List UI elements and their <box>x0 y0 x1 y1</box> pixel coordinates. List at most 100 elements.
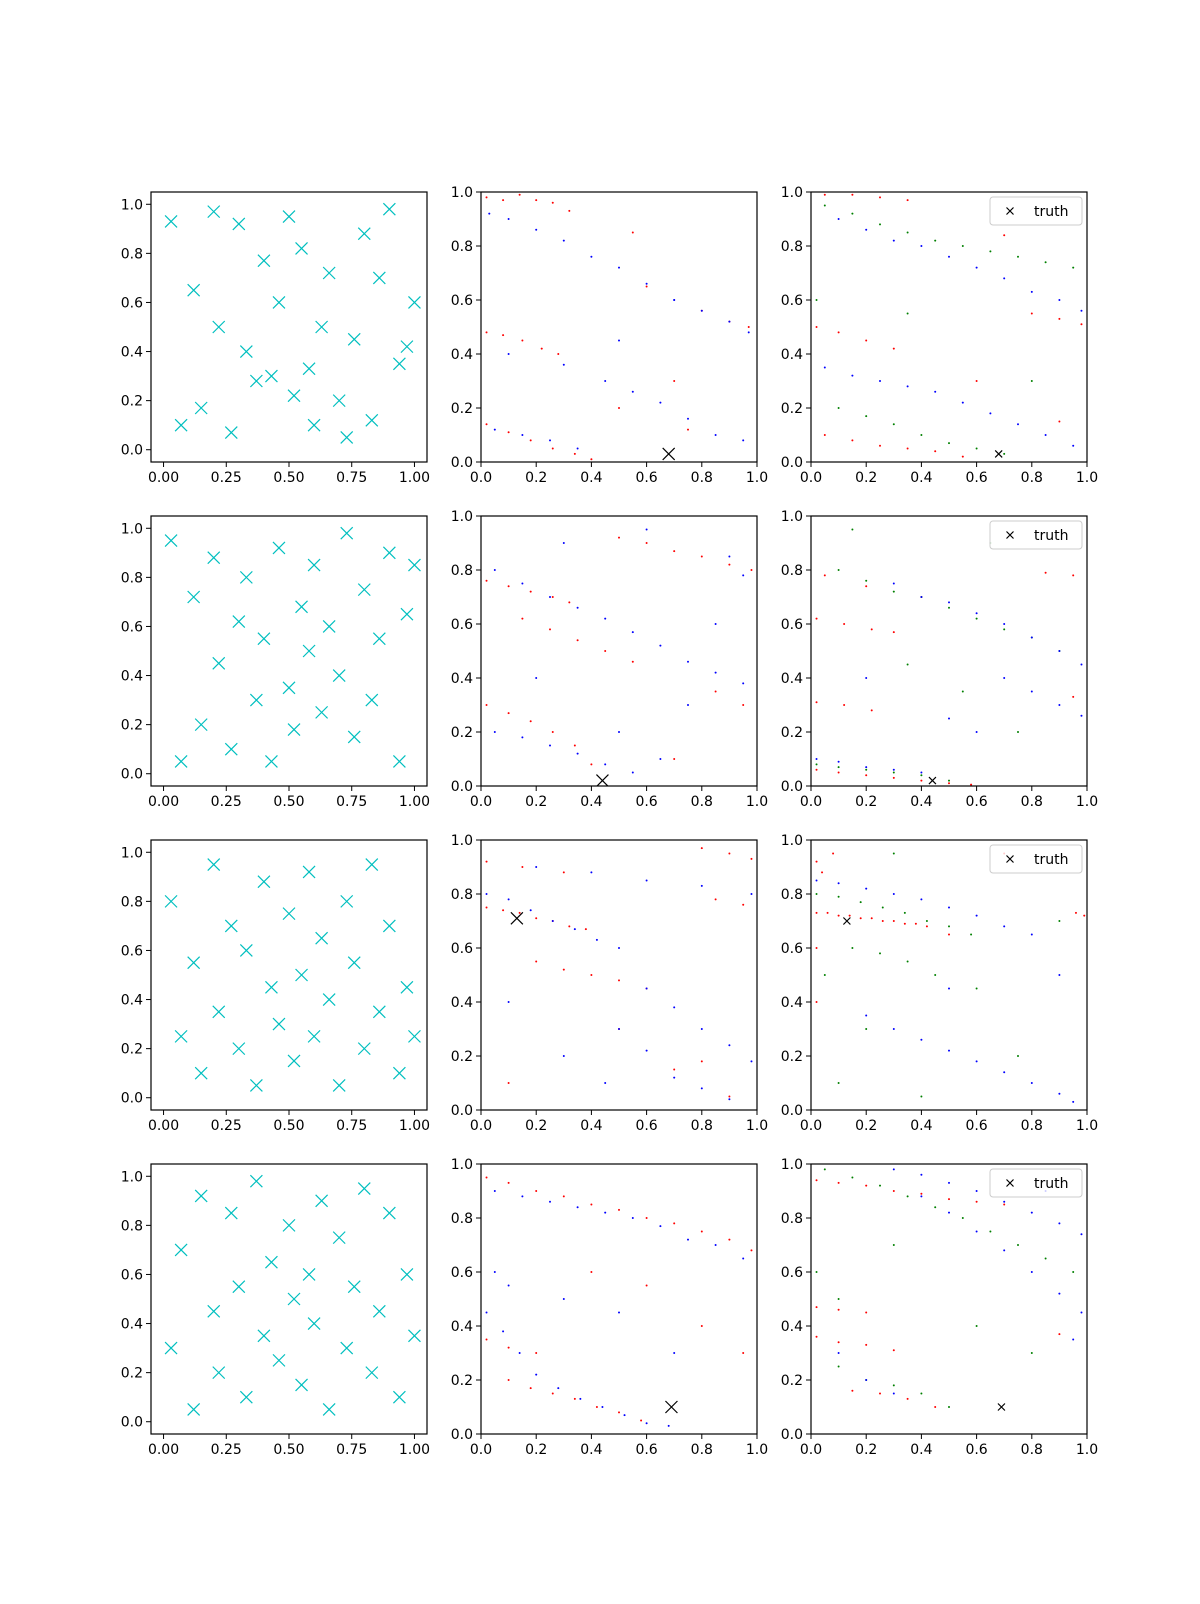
y-tick-label: 0.8 <box>121 894 143 910</box>
x-marker <box>596 774 609 786</box>
x-tick-label: 0.8 <box>691 1118 713 1134</box>
dot <box>518 911 521 914</box>
dot <box>837 1352 840 1354</box>
x-tick-label: 1.0 <box>1076 470 1098 486</box>
dot <box>631 660 634 663</box>
plot-area <box>815 852 1086 1103</box>
dot <box>728 1098 731 1101</box>
x-marker <box>287 1292 301 1306</box>
x-tick-label: 0.8 <box>1021 1118 1043 1134</box>
x-tick-label: 0.8 <box>691 1442 713 1458</box>
x-marker <box>340 894 354 908</box>
x-tick-label: 0.4 <box>910 794 932 810</box>
dot <box>573 452 576 455</box>
x-marker <box>282 907 296 921</box>
dot <box>687 417 689 420</box>
dot <box>815 860 818 863</box>
y-tick-label: 1.0 <box>781 185 803 201</box>
dot <box>659 758 662 760</box>
dot <box>948 1198 950 1201</box>
y-tick-label: 0.8 <box>781 887 803 903</box>
y-tick-label: 0.6 <box>781 941 803 957</box>
y-tick-label: 0.8 <box>121 1218 143 1234</box>
dot <box>903 922 906 925</box>
dot <box>865 1014 868 1017</box>
x-marker <box>257 1329 271 1343</box>
dot <box>1003 1200 1006 1203</box>
x-tick-label: 1.0 <box>746 470 768 486</box>
dot <box>551 920 554 922</box>
x-marker <box>408 1329 421 1343</box>
x-marker <box>249 693 263 707</box>
dot <box>975 617 978 620</box>
y-tick-label: 0.4 <box>451 671 473 687</box>
y-tick-label: 0.2 <box>781 1049 803 1065</box>
dot <box>687 660 689 663</box>
dot <box>623 1414 626 1417</box>
dot <box>823 366 826 369</box>
x-marker <box>665 1400 678 1414</box>
x-marker <box>322 620 336 633</box>
x-marker <box>392 1066 406 1080</box>
subplot: 0.0 0.2 0.4 0.6 0.8 1.0 0.0 0.2 0.4 0.6 0.8 1.0 trut… <box>781 185 1098 486</box>
dot <box>595 1406 598 1408</box>
dot <box>590 1271 593 1273</box>
y-tick-label: 0.2 <box>121 394 143 410</box>
dot <box>562 363 565 366</box>
dot <box>742 1352 745 1354</box>
x-marker <box>212 656 226 670</box>
dot <box>557 353 560 355</box>
dot <box>948 987 950 990</box>
axes-frame <box>150 191 428 463</box>
dot <box>843 623 846 625</box>
dot <box>1074 911 1077 914</box>
dot <box>975 1200 978 1203</box>
dot <box>714 1244 717 1246</box>
x-tick-label: 0.0 <box>800 1118 822 1134</box>
dot <box>673 1352 676 1354</box>
x-tick-label: 0.25 <box>211 1442 242 1458</box>
dot <box>521 582 524 585</box>
dot <box>645 1422 648 1425</box>
dot <box>851 528 854 531</box>
dot <box>906 1195 909 1198</box>
dot <box>826 911 829 914</box>
x-marker <box>392 357 406 371</box>
x-marker <box>322 1403 336 1416</box>
dot <box>673 1076 676 1079</box>
subplot: 0.0 0.2 0.4 0.6 0.8 1.0 0.0 0.2 0.4 0.6 0.8 1.0 <box>451 185 768 486</box>
dot <box>1003 452 1006 455</box>
x-marker <box>332 1079 346 1092</box>
dot <box>549 1200 551 1203</box>
x-marker <box>224 919 238 933</box>
dot <box>750 1249 753 1252</box>
y-tick-label: 1.0 <box>451 833 473 849</box>
dot <box>865 768 868 771</box>
dot <box>815 1335 818 1338</box>
dot <box>535 1373 538 1376</box>
x-tick-label: 0.75 <box>336 1442 367 1458</box>
x-marker <box>272 1017 286 1031</box>
dot <box>1058 299 1061 301</box>
x-marker <box>302 865 316 879</box>
dot <box>815 299 818 301</box>
x-marker <box>287 389 301 403</box>
dot <box>1058 420 1061 423</box>
dot <box>700 1060 703 1063</box>
dot <box>645 1284 648 1287</box>
dot <box>618 536 620 539</box>
dot <box>948 782 950 785</box>
x-tick-label: 0.6 <box>965 794 987 810</box>
dot <box>815 879 818 882</box>
x-marker <box>265 369 278 383</box>
y-tick-label: 0.0 <box>451 779 473 795</box>
dot <box>881 906 884 909</box>
dot <box>551 1392 554 1395</box>
dot <box>535 960 538 963</box>
dot <box>1058 1292 1061 1295</box>
axes-frame <box>480 515 758 787</box>
dot <box>645 285 648 288</box>
dot <box>1058 974 1061 976</box>
x-marker <box>315 1194 329 1208</box>
dot <box>1058 1092 1061 1095</box>
